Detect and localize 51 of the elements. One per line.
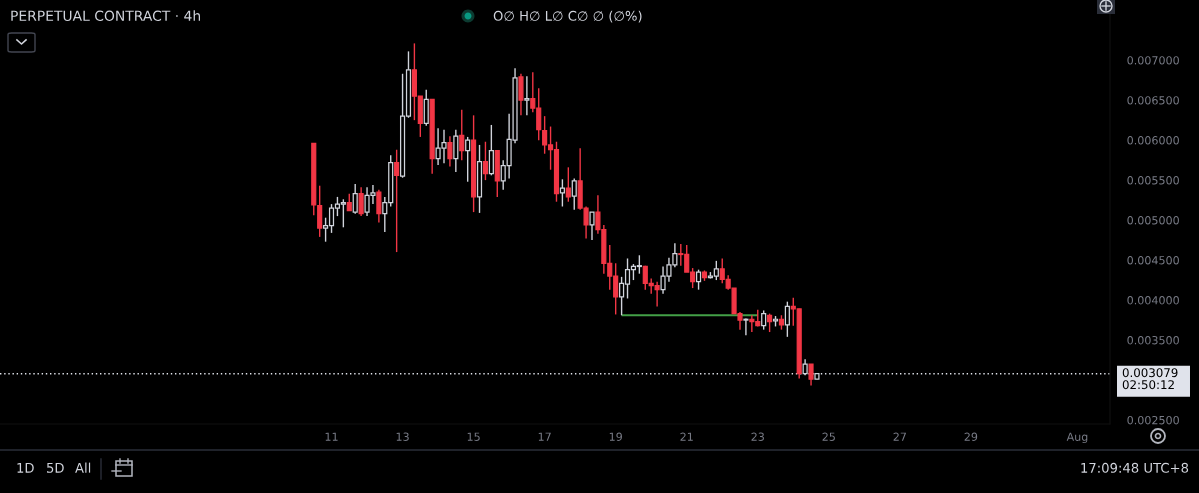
x-tick-label: 19 (609, 432, 622, 441)
chart-title: PERPETUAL CONTRACT · 4h (11, 10, 200, 22)
y-tick-label: 0.005000 (1127, 216, 1179, 225)
x-tick-label: 11 (325, 432, 338, 441)
text: All (75, 462, 91, 473)
candlestick (761, 309, 767, 331)
candlestick (358, 186, 364, 217)
candlestick (447, 135, 453, 168)
annotation: O∅ H∅ L∅ C∅ ∅ (∅%) (493, 10, 642, 23)
candlestick (743, 317, 749, 336)
y-tick-label: 0.002500 (1127, 415, 1179, 425)
candlestick (459, 109, 465, 161)
ref-line-label: 0.003079 (1122, 368, 1178, 378)
y-tick-label: 0.005500 (1127, 176, 1179, 185)
x-tick-label: 21 (680, 432, 693, 441)
candlestick (394, 149, 400, 253)
y-tick-label: 0.007000 (1127, 56, 1179, 65)
x-tick-label: 15 (467, 432, 480, 441)
x-tick-label: 23 (751, 432, 764, 441)
y-tick-label: 0.003500 (1127, 336, 1179, 345)
text: 1D (17, 463, 34, 473)
text: 02:50:12 (1122, 380, 1174, 390)
x-tick-label: 29 (964, 432, 978, 441)
candlestick (352, 183, 358, 215)
text: 5D (47, 463, 64, 473)
candlestick (465, 136, 471, 183)
y-tick-label: 0.006000 (1127, 136, 1179, 145)
candlestick (695, 268, 702, 291)
candlestick (589, 211, 595, 241)
y-tick-label: 0.004000 (1127, 296, 1179, 305)
candlestick (488, 124, 494, 177)
x-tick-label: 25 (822, 432, 835, 441)
candlestick (571, 177, 577, 211)
y-tick-label: 0.006500 (1127, 96, 1179, 105)
candlestick (453, 129, 459, 173)
candlestick (423, 89, 429, 127)
text: 17:09:48 UTC+8 (1081, 462, 1189, 473)
x-tick-label: 13 (396, 432, 409, 441)
candlestick (518, 73, 524, 117)
x-tick-label: Aug (1066, 432, 1088, 444)
candlestick (784, 300, 790, 338)
y-tick-label: 0.004500 (1127, 256, 1179, 265)
candlestick (808, 363, 814, 387)
candlestick (482, 141, 489, 181)
candlestick (565, 166, 571, 203)
candlestick (559, 178, 565, 208)
x-tick-label: 27 (893, 432, 906, 441)
candlestick (524, 75, 530, 117)
candlestick (376, 189, 382, 224)
candlestick (767, 312, 773, 333)
x-tick-label: 17 (538, 432, 551, 441)
